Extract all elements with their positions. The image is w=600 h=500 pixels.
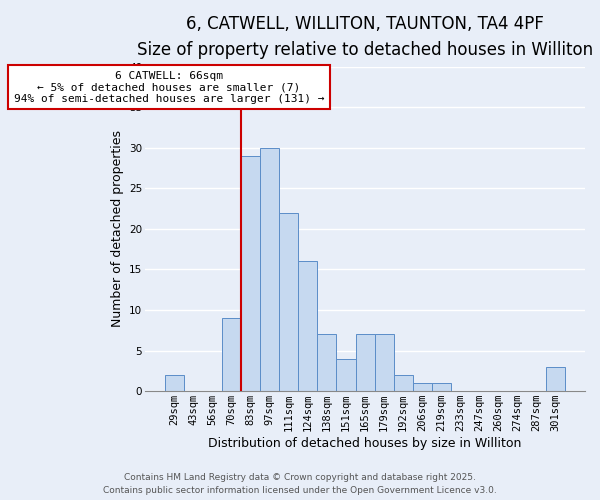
Bar xyxy=(413,383,431,391)
Bar xyxy=(317,334,337,391)
Bar xyxy=(222,318,241,391)
Bar xyxy=(394,375,413,391)
Text: 6 CATWELL: 66sqm
← 5% of detached houses are smaller (7)
94% of semi-detached ho: 6 CATWELL: 66sqm ← 5% of detached houses… xyxy=(14,70,324,104)
Bar xyxy=(260,148,280,391)
Bar xyxy=(165,375,184,391)
Bar xyxy=(298,262,317,391)
Bar xyxy=(356,334,374,391)
Y-axis label: Number of detached properties: Number of detached properties xyxy=(110,130,124,328)
X-axis label: Distribution of detached houses by size in Williton: Distribution of detached houses by size … xyxy=(208,437,522,450)
Title: 6, CATWELL, WILLITON, TAUNTON, TA4 4PF
Size of property relative to detached hou: 6, CATWELL, WILLITON, TAUNTON, TA4 4PF S… xyxy=(137,15,593,60)
Bar xyxy=(241,156,260,391)
Bar xyxy=(280,212,298,391)
Bar xyxy=(431,383,451,391)
Bar xyxy=(337,358,356,391)
Text: Contains HM Land Registry data © Crown copyright and database right 2025.
Contai: Contains HM Land Registry data © Crown c… xyxy=(103,474,497,495)
Bar xyxy=(546,367,565,391)
Bar xyxy=(374,334,394,391)
